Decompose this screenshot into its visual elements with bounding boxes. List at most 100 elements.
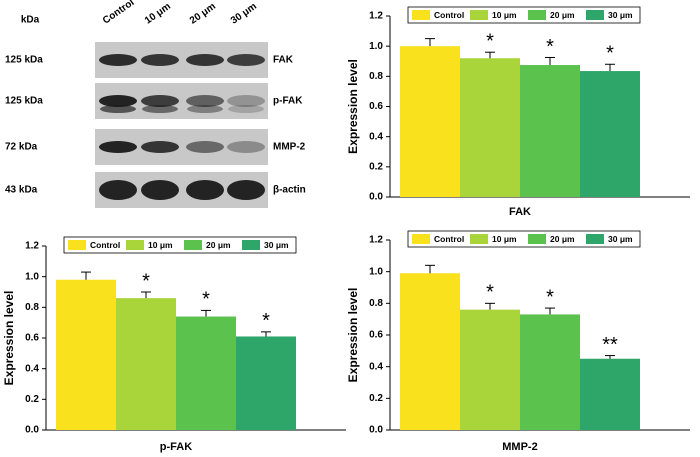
legend-label: Control (434, 10, 464, 20)
legend-box (407, 6, 641, 24)
band (141, 54, 179, 66)
legend-swatch (68, 240, 86, 250)
legend-label: 30 μm (264, 240, 289, 250)
y-tick-label: 0.4 (25, 363, 39, 374)
band (141, 95, 179, 107)
band (99, 180, 137, 200)
x-category-label: p-FAK (160, 441, 192, 453)
bar (460, 58, 520, 197)
legend-label: 10 μm (492, 10, 517, 20)
band (141, 180, 179, 200)
legend-label: Control (434, 234, 464, 244)
y-tick-label: 0.0 (25, 425, 39, 436)
y-tick-label: 1.0 (369, 41, 383, 52)
legend-box (407, 230, 641, 248)
legend-swatch (242, 240, 260, 250)
error-bar (81, 271, 91, 280)
bar (56, 279, 116, 430)
y-tick-label: 0.2 (25, 394, 39, 405)
y-axis-label: Expression level (2, 291, 16, 386)
band (141, 141, 179, 153)
significance: * (486, 30, 494, 52)
y-tick-label: 0.2 (369, 393, 383, 404)
y-tick-label: 0.2 (369, 161, 383, 172)
error-bar (425, 38, 435, 47)
band (227, 180, 265, 200)
significance: * (262, 310, 270, 332)
y-tick-label: 0.0 (369, 425, 383, 436)
band (227, 141, 265, 153)
significance: * (142, 270, 150, 292)
size-label: 125 kDa (5, 96, 43, 107)
significance: * (546, 36, 554, 58)
protein-label: p-FAK (273, 96, 303, 107)
legend-box (63, 236, 297, 254)
bar (400, 46, 460, 197)
band (186, 95, 224, 107)
kda-header: kDa (21, 15, 40, 26)
band (187, 105, 223, 113)
error-bar (425, 264, 435, 274)
y-tick-label: 1.2 (25, 241, 39, 252)
bar (520, 314, 580, 430)
y-tick-label: 0.4 (369, 361, 383, 372)
significance: * (486, 282, 494, 304)
legend-swatch (412, 234, 430, 244)
band (142, 105, 178, 113)
band (99, 141, 137, 153)
legend-label: 20 μm (550, 234, 575, 244)
band (228, 105, 264, 113)
error-bar (485, 51, 495, 59)
significance: * (202, 289, 210, 311)
legend-swatch (184, 240, 202, 250)
x-category-label: FAK (509, 206, 531, 218)
y-axis-label: Expression level (346, 59, 360, 154)
bar (580, 358, 640, 430)
legend-swatch (470, 234, 488, 244)
error-bar (545, 307, 555, 315)
y-tick-label: 0.4 (369, 131, 383, 142)
legend-label: 30 μm (608, 234, 633, 244)
band (186, 54, 224, 66)
bar (580, 71, 640, 197)
error-bar (485, 302, 495, 310)
legend-swatch (412, 10, 430, 20)
y-tick-label: 0.6 (369, 101, 383, 112)
size-label: 72 kDa (5, 142, 38, 153)
band (186, 141, 224, 153)
y-tick-label: 1.2 (369, 235, 383, 246)
error-bar (261, 331, 271, 337)
y-tick-label: 0.8 (369, 71, 383, 82)
band (227, 95, 265, 107)
y-tick-label: 0.8 (25, 302, 39, 313)
size-label: 43 kDa (5, 185, 38, 196)
error-bar (545, 56, 555, 66)
legend-swatch (470, 10, 488, 20)
legend-label: 20 μm (206, 240, 231, 250)
bar (116, 298, 176, 430)
y-tick-label: 1.0 (25, 271, 39, 282)
bar (400, 273, 460, 430)
legend-swatch (126, 240, 144, 250)
error-bar (605, 63, 615, 72)
bar (460, 309, 520, 430)
legend-swatch (528, 10, 546, 20)
y-tick-label: 0.6 (369, 330, 383, 341)
y-tick-label: 1.2 (369, 11, 383, 22)
y-axis-label: Expression level (346, 288, 360, 383)
band (99, 54, 137, 66)
y-tick-label: 1.0 (369, 266, 383, 277)
bar (236, 336, 296, 430)
legend-label: 20 μm (550, 10, 575, 20)
band (186, 180, 224, 200)
protein-label: MMP-2 (273, 142, 306, 153)
bar (520, 65, 580, 197)
error-bar (605, 355, 615, 359)
band (100, 105, 136, 113)
error-bar (201, 309, 211, 317)
legend-swatch (586, 10, 604, 20)
legend-label: 30 μm (608, 10, 633, 20)
error-bar (141, 291, 151, 299)
legend-swatch (528, 234, 546, 244)
